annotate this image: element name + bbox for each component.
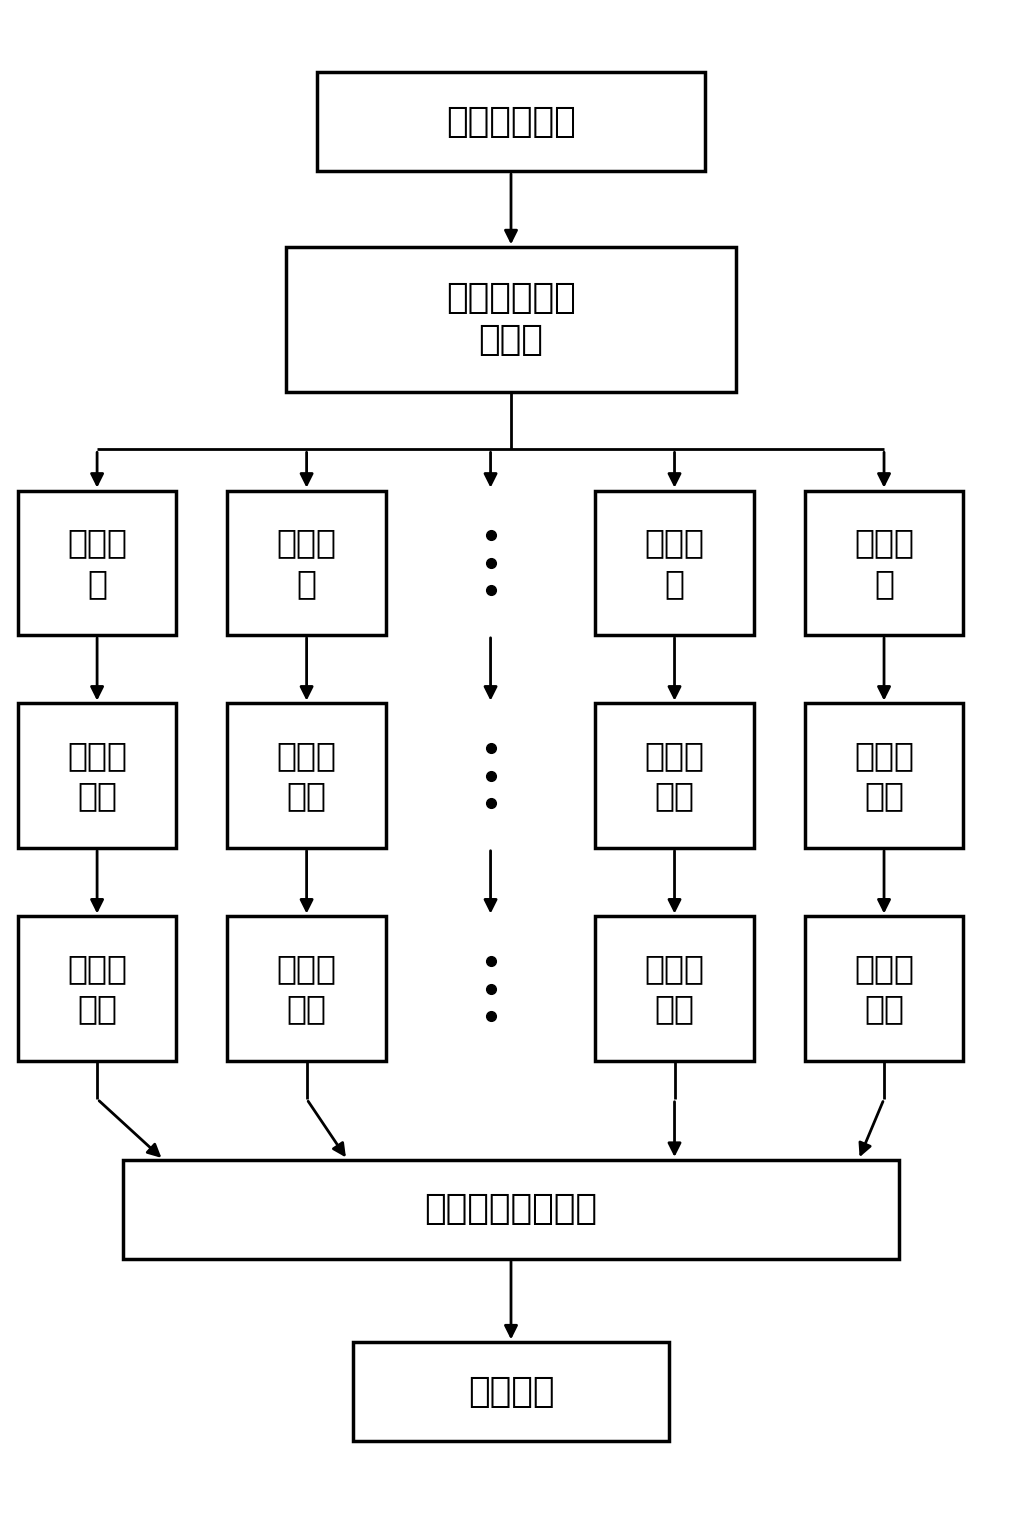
FancyBboxPatch shape — [18, 703, 177, 847]
Text: 数据处
理端: 数据处 理端 — [67, 739, 127, 812]
Text: 子数据
集: 子数据 集 — [277, 526, 336, 599]
FancyBboxPatch shape — [317, 71, 705, 170]
FancyBboxPatch shape — [227, 490, 386, 634]
Text: 分类后
数据: 分类后 数据 — [277, 952, 336, 1025]
Text: 数据处
理端: 数据处 理端 — [854, 739, 914, 812]
FancyBboxPatch shape — [18, 490, 177, 634]
FancyBboxPatch shape — [805, 703, 964, 847]
Text: 数据处
理端: 数据处 理端 — [645, 739, 704, 812]
FancyBboxPatch shape — [595, 703, 754, 847]
FancyBboxPatch shape — [227, 916, 386, 1062]
Text: 结果输出: 结果输出 — [468, 1375, 554, 1408]
FancyBboxPatch shape — [286, 246, 736, 391]
FancyBboxPatch shape — [18, 916, 177, 1062]
FancyBboxPatch shape — [595, 490, 754, 634]
FancyBboxPatch shape — [353, 1342, 669, 1442]
FancyBboxPatch shape — [123, 1159, 899, 1259]
FancyBboxPatch shape — [805, 916, 964, 1062]
FancyBboxPatch shape — [595, 916, 754, 1062]
Text: 分类后
数据: 分类后 数据 — [67, 952, 127, 1025]
Text: 数据处
理端: 数据处 理端 — [277, 739, 336, 812]
Text: 选取分类数据
时间段: 选取分类数据 时间段 — [447, 281, 575, 357]
Text: 分类后
数据: 分类后 数据 — [645, 952, 704, 1025]
Text: 子数据
集: 子数据 集 — [854, 526, 914, 599]
FancyBboxPatch shape — [805, 490, 964, 634]
Text: 岸桥数据收集: 岸桥数据收集 — [447, 105, 575, 138]
Text: 子数据
集: 子数据 集 — [67, 526, 127, 599]
Text: 分类后数据总集合: 分类后数据总集合 — [424, 1192, 598, 1226]
FancyBboxPatch shape — [227, 703, 386, 847]
Text: 分类后
数据: 分类后 数据 — [854, 952, 914, 1025]
Text: 子数据
集: 子数据 集 — [645, 526, 704, 599]
